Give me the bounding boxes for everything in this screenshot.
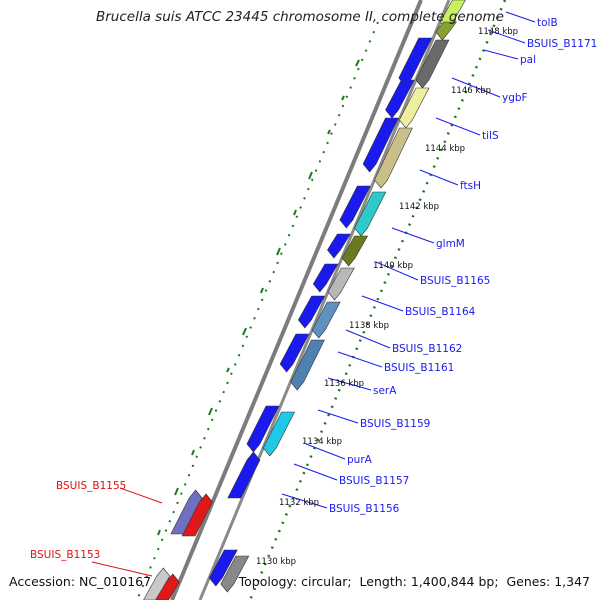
accession-label: Accession: (9, 574, 76, 589)
gene-b1152 (220, 555, 250, 593)
gene-label: pal (520, 54, 536, 66)
gene-fwd-6 (312, 263, 339, 293)
backbone-line (170, 0, 423, 600)
leader-line (119, 487, 163, 504)
tick-label: 1130 kbp (256, 557, 296, 567)
gene-fwd-3 (362, 117, 400, 173)
leader-line (281, 493, 328, 509)
summary-sep-2: ; (494, 574, 503, 589)
gene-b1153-b (155, 573, 180, 600)
gene-label: BSUIS_B1156 (329, 503, 400, 515)
tick-label: 1136 kbp (324, 379, 364, 389)
gene-b1155-b (181, 493, 213, 537)
gene-tilS (374, 127, 413, 189)
gene-label: ygbF (502, 92, 528, 104)
tick-label: 1132 kbp (279, 498, 319, 508)
gene-b1161 (290, 339, 325, 391)
genome-summary: Topology: circular; Length: 1,400,844 bp… (239, 574, 590, 589)
genes-layer (143, 0, 466, 600)
gc-skew-dashes (157, 59, 360, 536)
tick-label: 1142 kbp (399, 202, 439, 212)
gene-pal (415, 39, 450, 89)
gene-fwd-5 (327, 233, 351, 259)
leader-line (451, 77, 501, 98)
leader-line (375, 261, 419, 281)
gene-label: BSUIS_B1159 (360, 418, 430, 430)
gene-b1155-a (170, 489, 203, 535)
leader-line (305, 443, 346, 460)
gene-fwd-9 (246, 405, 280, 453)
leader-line (91, 561, 153, 577)
leader-line (317, 409, 359, 424)
gene-ygbF (399, 87, 430, 129)
tick-label: 1138 kbp (349, 321, 389, 331)
gene-label: purA (347, 454, 373, 466)
topology-value: circular (301, 574, 348, 589)
summary-sep-1: ; (347, 574, 356, 589)
leader-line (391, 227, 435, 244)
inner-dotted-guide (248, 0, 507, 600)
label-leaders (91, 11, 536, 577)
length-label: Length: (359, 574, 407, 589)
gene-b1171 (435, 21, 457, 41)
gene-b1153-a (143, 567, 171, 600)
tick-labels: 1148 kbp 1146 kbp 1144 kbp 1142 kbp 1140 kbp… (256, 27, 518, 567)
outer-dotted-guide (136, 21, 379, 600)
tick-label: 1146 kbp (451, 86, 491, 96)
leader-line (435, 117, 481, 136)
genome-title: Brucella suis ATCC 23445 chromosome II, … (96, 9, 504, 25)
leader-line (483, 49, 519, 60)
gene-b1164 (327, 267, 355, 301)
gene-label: BSUIS_B1164 (405, 306, 476, 318)
gene-purA (262, 411, 296, 457)
accession-info: Accession: NC_010167 (9, 574, 151, 589)
gene-label: BSUIS_B1162 (392, 343, 462, 355)
leader-line (361, 295, 404, 312)
leader-line (419, 169, 459, 186)
gene-fwd-4 (339, 185, 371, 229)
gene-label: glmM (436, 238, 465, 250)
leader-line (327, 377, 372, 391)
leader-line (505, 11, 536, 23)
genes-value: 1,347 (554, 574, 590, 589)
gene-fwd-7 (298, 295, 326, 329)
topology-label: Topology: (238, 574, 298, 589)
leader-line (487, 29, 526, 44)
gene-label: BSUIS_B1165 (420, 275, 490, 287)
gene-label: BSUIS_B1155 (56, 480, 126, 492)
gene-fwd-2 (385, 79, 415, 119)
tick-label: 1148 kbp (478, 27, 518, 37)
gene-label: BSUIS_B1153 (30, 549, 100, 561)
gene-b1165 (341, 235, 369, 267)
gene-fwd-11 (208, 549, 238, 587)
gene-glmM (354, 191, 387, 237)
gene-fwd-10 (227, 451, 261, 499)
gene-label: serA (373, 385, 397, 397)
accession-value: NC_010167 (79, 574, 152, 589)
gene-label: ftsH (460, 180, 481, 192)
genes-label: Genes: (506, 574, 551, 589)
gene-label: tolB (537, 17, 558, 29)
gene-fwd-8 (279, 333, 310, 373)
gene-label: BSUIS_B1171 (527, 38, 597, 50)
leader-line (293, 463, 338, 481)
gene-label: BSUIS_B1157 (339, 475, 409, 487)
gene-label: tilS (482, 130, 499, 142)
tick-label: 1140 kbp (373, 261, 413, 271)
tick-label: 1144 kbp (425, 144, 465, 154)
length-value: 1,400,844 bp (410, 574, 495, 589)
leader-line (337, 351, 383, 368)
tick-label: 1134 kbp (302, 437, 342, 447)
gene-label: BSUIS_B1161 (384, 362, 454, 374)
gene-b1162 (311, 301, 341, 339)
leader-line (345, 329, 391, 349)
inner-backbone-line (198, 0, 451, 600)
